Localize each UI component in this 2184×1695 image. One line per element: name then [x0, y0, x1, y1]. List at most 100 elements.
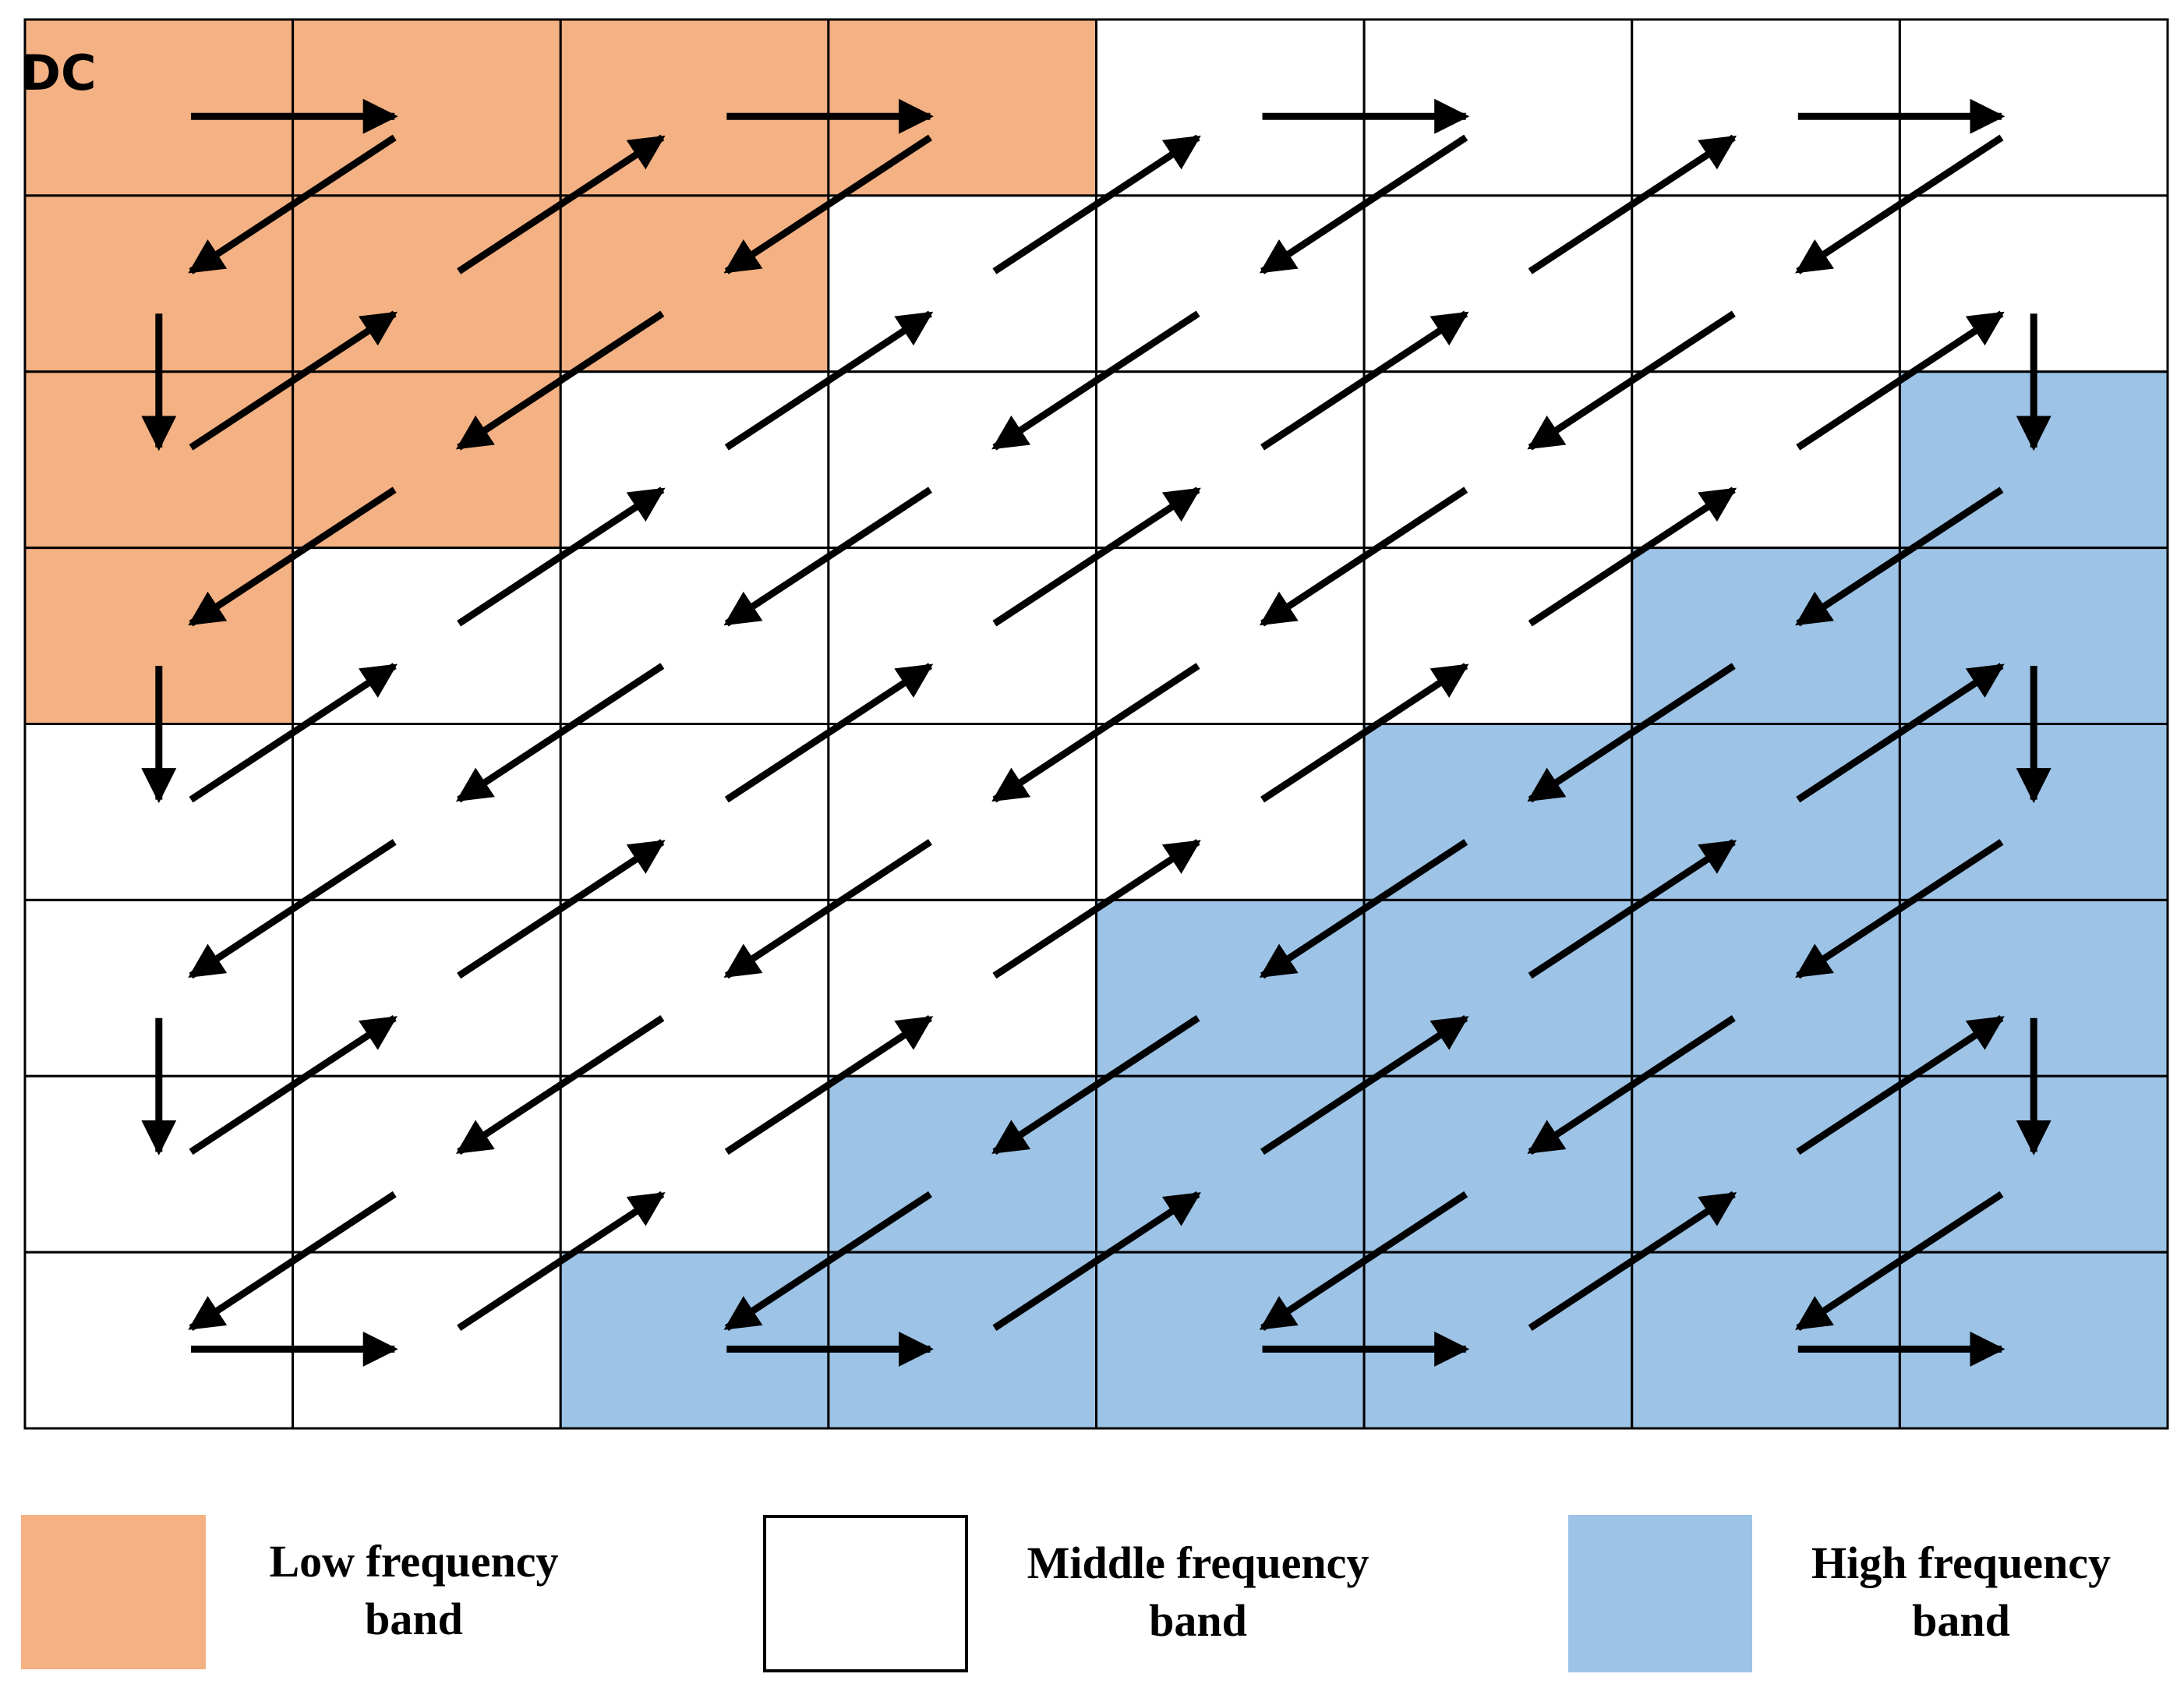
grid-cell [1362, 898, 1634, 1078]
grid-cell [1631, 370, 1901, 550]
legend-swatch-middle [763, 1515, 968, 1672]
grid-cell [23, 1251, 295, 1430]
grid-cell [1095, 1074, 1366, 1254]
zigzag-arrow [1796, 663, 2005, 803]
grid-cell [827, 898, 1097, 1078]
zigzag-arrow [1795, 134, 2004, 274]
grid-cell [1095, 370, 1366, 550]
grid-cell [292, 18, 562, 197]
zigzag-arrow [1528, 134, 1737, 274]
grid-cell [1362, 18, 1634, 197]
grid-cell [1362, 1074, 1634, 1254]
grid-cell [827, 194, 1097, 373]
grid-cell [827, 18, 1097, 197]
zigzag-arrow [724, 1014, 934, 1155]
grid-cell [827, 1251, 1097, 1430]
grid-cell [1095, 18, 1366, 197]
zigzag-arrow [1259, 134, 1468, 274]
grid-cell [827, 547, 1097, 725]
zigzag-arrow [1527, 1014, 1736, 1155]
zigzag-arrow [991, 663, 1200, 803]
zigzag-arrow [457, 487, 666, 627]
zigzag-arrow [1259, 839, 1468, 979]
zigzag-arrow [455, 663, 665, 803]
zigzag-arrow [992, 1191, 1201, 1332]
zigzag-arrow [1259, 1191, 1468, 1332]
grid-cell [559, 723, 830, 901]
zigzag-arrow [457, 1191, 666, 1332]
zigzag-arrow [188, 1191, 397, 1332]
grid-cell [559, 898, 830, 1078]
zigzag-arrow [1528, 487, 1737, 627]
legend-label: High frequency [1811, 1538, 2111, 1588]
grid-cell [1898, 18, 2169, 197]
grid-cell [23, 18, 295, 197]
zigzag-arrow [1795, 839, 2004, 979]
legend-label: Low frequency [269, 1536, 558, 1587]
grid-cell [292, 1074, 562, 1254]
zigzag-arrow [992, 134, 1201, 274]
zigzag-arrow [723, 1191, 932, 1332]
zigzag-arrow [992, 487, 1201, 627]
zigzag-arrow [1260, 663, 1469, 803]
grid-cell [1362, 370, 1634, 550]
legend-swatch-high [1568, 1515, 1752, 1672]
legend-swatch-low [21, 1515, 206, 1669]
zigzag-arrow [991, 310, 1200, 451]
zigzag-arrow [1796, 310, 2005, 451]
grid-cell [292, 1251, 562, 1430]
grid-cell [827, 723, 1097, 901]
grid-cell [1631, 1074, 1901, 1254]
zigzag-arrow [455, 310, 665, 451]
zigzag-arrow [1528, 839, 1737, 979]
grid-cell [1095, 723, 1366, 901]
grid-cell [1898, 194, 2169, 373]
zigzag-arrow [1796, 1014, 2005, 1155]
zigzag-arrow [1259, 487, 1468, 627]
zigzag-arrow [724, 310, 934, 451]
zigzag-arrow [1260, 310, 1469, 451]
legend-label: band [365, 1594, 463, 1644]
zigzag-arrow [1795, 487, 2004, 627]
zigzag-arrow [1527, 663, 1736, 803]
zigzag-arrow [455, 1014, 665, 1155]
grid-cell [1631, 194, 1901, 373]
grid-cell [292, 898, 562, 1078]
grid-cell [1095, 547, 1366, 725]
zigzag-arrow [991, 1014, 1200, 1155]
zigzag-arrow [723, 487, 932, 627]
zigzag-path [141, 98, 2051, 1367]
grid-cell [559, 1251, 830, 1430]
grid-cell [1095, 898, 1366, 1078]
zigzag-arrow [189, 663, 398, 803]
grid-cell [1095, 194, 1366, 373]
grid-cell [1898, 1251, 2169, 1430]
grid-cell [1631, 723, 1901, 901]
zigzag-arrow [1527, 310, 1736, 451]
zigzag-arrow [724, 663, 934, 803]
zigzag-arrow [188, 134, 397, 274]
legend-label: band [1912, 1595, 2010, 1646]
zigzag-arrow [189, 1014, 398, 1155]
grid-cell [1362, 547, 1634, 725]
grid-cell [1095, 1251, 1366, 1430]
grid-cell [559, 547, 830, 725]
grid-cell [292, 547, 562, 725]
grid-cell [1362, 194, 1634, 373]
grid-cell [827, 370, 1097, 550]
grid-cell [1362, 723, 1634, 901]
legend-label: band [1149, 1595, 1247, 1646]
zigzag-arrow [1795, 1191, 2004, 1332]
zigzag-arrow [723, 839, 932, 979]
grid-cell [1631, 1251, 1901, 1430]
grid-cell [827, 1074, 1097, 1254]
grid-cell [559, 370, 830, 550]
grid-cell [1362, 1251, 1634, 1430]
zigzag-arrow [457, 134, 666, 274]
zigzag-arrow [189, 310, 398, 451]
zigzag-arrow [992, 839, 1201, 979]
dc-label: DC [21, 44, 97, 101]
grid-cell [1631, 18, 1901, 197]
